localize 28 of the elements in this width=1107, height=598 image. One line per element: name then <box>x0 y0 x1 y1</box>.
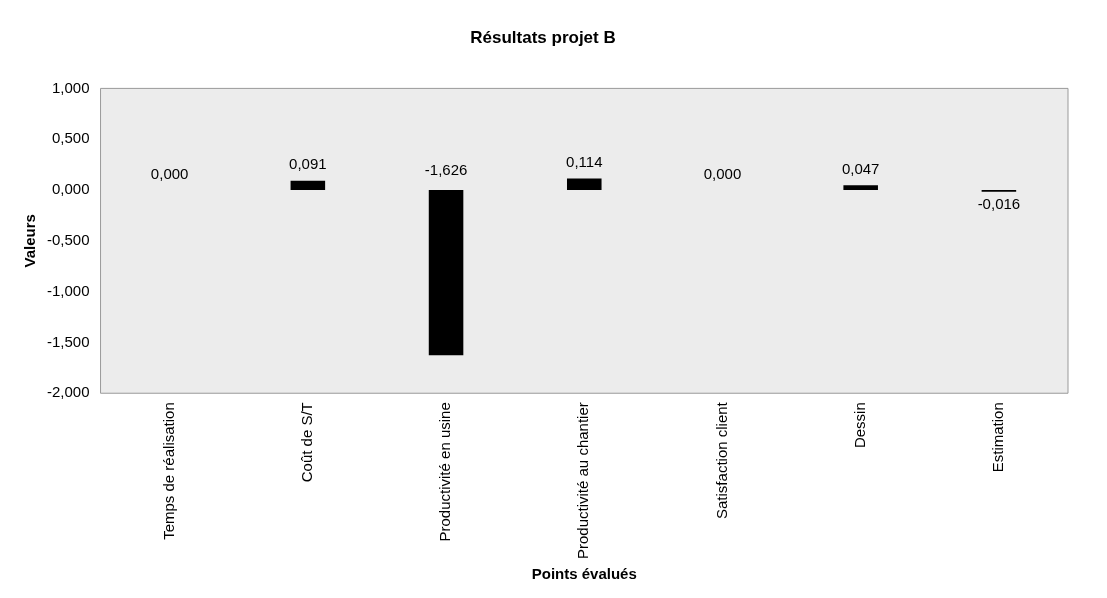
x-tick-label: Coût de S/T <box>297 402 315 483</box>
y-tick-label: 0,000 <box>51 180 90 198</box>
data-label: 0,047 <box>841 159 880 177</box>
x-axis-title: Points évalués <box>531 565 637 583</box>
data-label: 0,091 <box>289 155 327 173</box>
data-label: 0,114 <box>566 153 603 171</box>
data-label: -1,626 <box>424 160 468 178</box>
data-label: 0,000 <box>703 164 742 182</box>
bar <box>843 185 878 191</box>
chart-title: Résultats projet B <box>470 27 616 47</box>
y-axis-title: Valeurs <box>21 214 39 268</box>
x-tick-label: Productivité en usine <box>436 402 454 542</box>
y-tick-label: -1,500 <box>46 332 90 350</box>
y-tick-label: 1,000 <box>51 78 90 96</box>
x-tick-label: Productivité au chantier <box>574 402 592 560</box>
y-tick-label: 0,500 <box>51 129 90 147</box>
bar <box>290 180 326 191</box>
x-tick-label: Estimation <box>989 402 1007 473</box>
x-tick-label: Dessin <box>850 402 868 449</box>
y-tick-label: -0,500 <box>46 230 90 248</box>
data-label: -0,016 <box>977 195 1021 213</box>
x-tick-label: Temps de réalisation <box>159 402 177 540</box>
data-label: 0,000 <box>150 164 189 182</box>
y-tick-label: -2,000 <box>46 383 90 401</box>
x-tick-label: Satisfaction client <box>712 401 730 519</box>
bar <box>566 178 602 191</box>
y-tick-label: -1,000 <box>46 281 90 299</box>
bar <box>428 190 464 356</box>
